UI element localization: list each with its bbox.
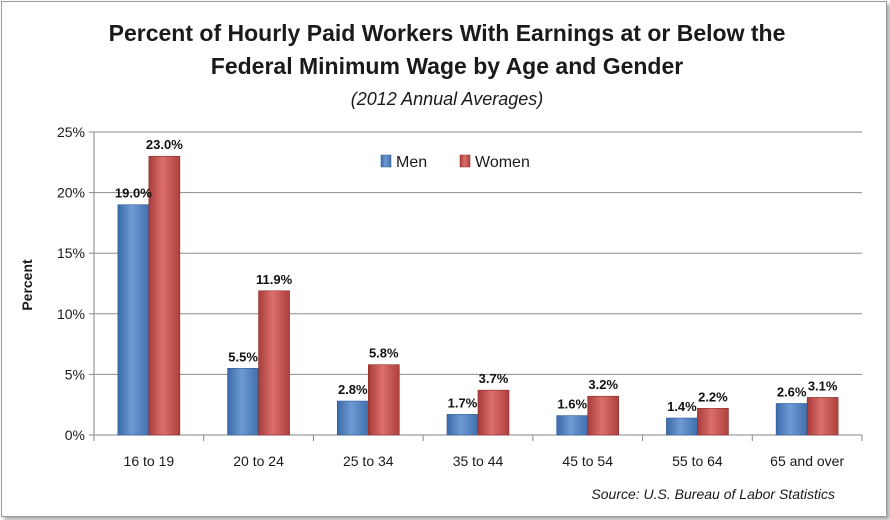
x-tick-label: 35 to 44 [453,453,504,469]
data-label-men: 2.8% [338,382,368,397]
bar-women [697,408,729,436]
x-tick-label: 25 to 34 [343,453,394,469]
y-tick-label: 25% [57,124,85,140]
data-label-men: 1.7% [448,395,478,410]
y-tick-label: 20% [57,185,85,201]
bar-men [227,368,259,436]
data-label-men: 1.6% [557,397,587,412]
legend-men-swatch [380,154,392,168]
data-label-men: 2.6% [777,384,807,399]
gridlines [89,131,863,441]
data-label-women: 3.7% [479,371,509,386]
y-tick-label: 0% [65,427,85,443]
legend-women-swatch [459,154,471,168]
bar-women [806,397,839,436]
y-tick-label: 15% [57,245,85,261]
legend: Men Women [380,154,530,171]
source-note: Source: U.S. Bureau of Labor Statistics [591,486,835,502]
bar-men [775,403,808,436]
x-tick-label: 45 to 54 [562,453,613,469]
chart-subtitle: (2012 Annual Averages) [351,89,543,109]
y-tick-label: 10% [57,306,85,322]
bars [117,155,839,436]
chart-title-line-1: Percent of Hourly Paid Workers With Earn… [109,20,786,46]
bar-men [556,415,589,436]
data-label-women: 11.9% [256,272,293,287]
chart-title-line-2: Federal Minimum Wage by Age and Gender [211,53,683,79]
x-tick-label: 16 to 19 [124,453,175,469]
bar-women [258,290,290,436]
data-labels: 19.0%23.0%5.5%11.9%2.8%5.8%1.7%3.7%1.6%3… [115,137,838,414]
data-label-women: 3.1% [808,378,838,393]
bar-men [666,417,698,436]
data-label-men: 19.0% [115,186,152,201]
data-label-men: 5.5% [228,349,258,364]
bar-women [367,364,400,436]
bar-women [477,389,510,436]
y-axis-label: Percent [19,259,35,311]
bar-men [336,400,369,436]
data-label-women: 23.0% [146,137,183,152]
legend-women-label: Women [475,154,530,171]
x-tick-label: 65 and over [770,453,844,469]
legend-men-label: Men [396,154,427,171]
data-label-women: 2.2% [698,389,728,404]
x-tick-label: 20 to 24 [233,453,284,469]
x-axis-ticks: 16 to 19 20 to 24 25 to 34 35 to 44 45 to 54… [124,453,845,469]
bar-men [117,204,150,436]
y-axis-ticks: 0% 5% 10% 15% 20% 25% [57,124,85,443]
bar-men [446,414,479,436]
data-label-men: 1.4% [667,399,697,414]
y-tick-label: 5% [65,366,85,382]
x-tick-label: 55 to 64 [672,453,723,469]
data-label-women: 5.8% [369,346,399,361]
data-label-women: 3.2% [588,377,618,392]
bar-women [587,395,620,436]
bar-women [148,155,181,436]
